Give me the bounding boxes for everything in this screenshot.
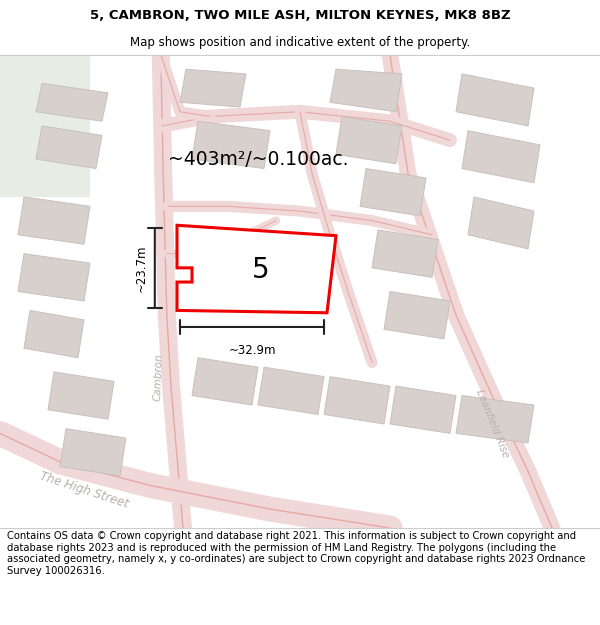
Polygon shape <box>360 169 426 216</box>
Polygon shape <box>60 429 126 476</box>
Polygon shape <box>177 225 336 312</box>
Text: Map shows position and indicative extent of the property.: Map shows position and indicative extent… <box>130 36 470 49</box>
Polygon shape <box>390 386 456 433</box>
Polygon shape <box>384 291 450 339</box>
Polygon shape <box>36 83 108 121</box>
Text: ~403m²/~0.100ac.: ~403m²/~0.100ac. <box>168 149 348 169</box>
Text: Contains OS data © Crown copyright and database right 2021. This information is : Contains OS data © Crown copyright and d… <box>7 531 586 576</box>
Polygon shape <box>48 372 114 419</box>
Polygon shape <box>336 116 402 164</box>
Polygon shape <box>180 69 246 107</box>
Text: Cambron: Cambron <box>152 352 164 401</box>
Text: ~23.7m: ~23.7m <box>134 244 148 292</box>
Polygon shape <box>18 197 90 244</box>
Polygon shape <box>258 367 324 414</box>
Polygon shape <box>24 311 84 358</box>
Polygon shape <box>462 131 540 182</box>
Text: The High Street: The High Street <box>38 469 130 511</box>
Polygon shape <box>456 396 534 443</box>
Text: 5: 5 <box>252 256 270 284</box>
Polygon shape <box>36 126 102 169</box>
Polygon shape <box>324 377 390 424</box>
Polygon shape <box>192 357 258 405</box>
Polygon shape <box>456 74 534 126</box>
Polygon shape <box>330 69 402 112</box>
Polygon shape <box>18 254 90 301</box>
Text: 5, CAMBRON, TWO MILE ASH, MILTON KEYNES, MK8 8BZ: 5, CAMBRON, TWO MILE ASH, MILTON KEYNES,… <box>89 9 511 22</box>
Polygon shape <box>372 230 438 278</box>
Bar <box>0 55 90 197</box>
Polygon shape <box>192 121 270 169</box>
Polygon shape <box>468 197 534 249</box>
Text: Leanfield Rise: Leanfield Rise <box>474 388 510 459</box>
Text: ~32.9m: ~32.9m <box>228 344 276 356</box>
